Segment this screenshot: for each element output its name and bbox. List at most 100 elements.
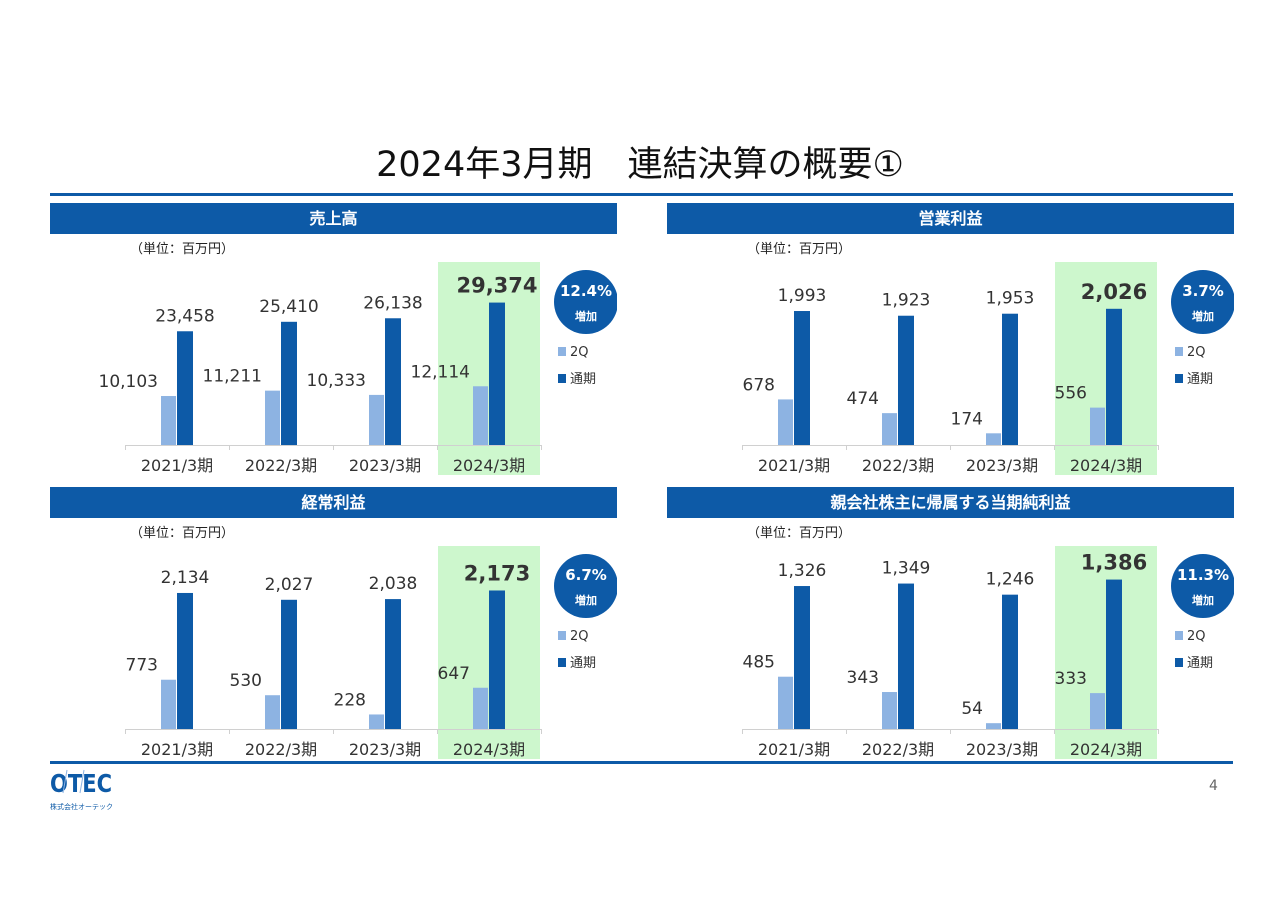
bar-full-year — [1002, 313, 1018, 445]
x-tick-label: 2023/3期 — [349, 740, 421, 759]
x-tick-label: 2021/3期 — [758, 740, 830, 759]
x-tick-label: 2023/3期 — [966, 740, 1038, 759]
panel-operating-profit: 営業利益 （単位：百万円） 2021/3期 678 1,993 2022/3期 474 1,… — [667, 203, 1234, 483]
data-label-2q: 530 — [230, 671, 262, 691]
growth-badge-value: 6.7% — [565, 566, 607, 584]
bar-2q — [473, 687, 488, 729]
legend-swatch-full-year — [1175, 374, 1183, 383]
data-label-full-year: 1,386 — [1081, 551, 1147, 575]
x-tick-label: 2023/3期 — [349, 456, 421, 475]
data-label-2q: 174 — [951, 409, 983, 429]
data-label-full-year: 1,993 — [778, 286, 827, 306]
data-label-full-year: 29,374 — [456, 274, 537, 298]
data-label-2q: 678 — [743, 375, 775, 395]
growth-badge — [554, 270, 617, 334]
bar-2q — [1090, 693, 1105, 729]
growth-badge-value: 11.3% — [1177, 566, 1229, 584]
title-divider — [50, 193, 1233, 196]
data-label-full-year: 23,458 — [155, 306, 214, 326]
bar-full-year — [489, 590, 505, 729]
legend-label: 2Q — [570, 629, 589, 644]
bar-2q — [369, 394, 384, 445]
legend-label: 通期 — [570, 656, 596, 671]
growth-badge-text: 増加 — [575, 593, 597, 607]
data-label-2q: 12,114 — [411, 362, 470, 382]
otec-logo: OTEC 株式会社オーテック — [50, 769, 113, 811]
legend-label: 2Q — [1187, 345, 1206, 360]
bar-2q — [369, 714, 384, 729]
bar-2q — [161, 396, 176, 445]
growth-badge-value: 12.4% — [560, 282, 612, 300]
data-label-full-year: 1,923 — [882, 291, 931, 311]
data-label-2q: 474 — [847, 389, 879, 409]
unit-label: （単位：百万円） — [130, 241, 234, 257]
growth-badge-text: 増加 — [1192, 593, 1214, 607]
bar-full-year — [385, 599, 401, 729]
legend-label: 2Q — [570, 345, 589, 360]
growth-badge — [1171, 554, 1234, 618]
logo-subtext: 株式会社オーテック — [50, 802, 113, 811]
panel-title: 親会社株主に帰属する当期純利益 — [667, 487, 1234, 518]
data-label-full-year: 2,027 — [265, 575, 314, 595]
data-label-2q: 333 — [1055, 669, 1087, 689]
data-label-full-year: 2,038 — [369, 574, 418, 594]
bar-full-year — [898, 315, 914, 445]
data-label-2q: 773 — [126, 656, 158, 676]
bar-full-year — [1002, 594, 1018, 729]
data-label-full-year: 1,246 — [986, 570, 1035, 590]
bar-full-year — [177, 592, 193, 729]
bar-2q — [265, 390, 280, 445]
data-label-full-year: 1,349 — [882, 559, 931, 579]
growth-badge — [554, 554, 617, 618]
bar-2q — [778, 676, 793, 729]
bar-full-year — [385, 318, 401, 445]
unit-label: （単位：百万円） — [747, 525, 851, 541]
legend-swatch-2q — [558, 347, 566, 356]
bar-full-year — [794, 586, 810, 729]
x-tick-label: 2024/3期 — [1070, 456, 1142, 475]
panel-title: 営業利益 — [667, 203, 1234, 234]
bar-2q — [882, 692, 897, 729]
data-label-2q: 343 — [847, 668, 879, 688]
data-label-full-year: 2,026 — [1081, 280, 1147, 304]
x-tick-label: 2022/3期 — [245, 456, 317, 475]
data-label-2q: 647 — [438, 664, 470, 684]
data-label-full-year: 26,138 — [363, 293, 422, 313]
legend-swatch-2q — [1175, 631, 1183, 640]
panel-title: 経常利益 — [50, 487, 617, 518]
page-number: 4 — [1209, 778, 1218, 794]
bar-full-year — [1106, 308, 1122, 445]
bar-full-year — [1106, 579, 1122, 729]
legend-swatch-2q — [1175, 347, 1183, 356]
chart-ordinary-profit: （単位：百万円） 2021/3期 773 2,134 2022/3期 530 2,027 20… — [125, 525, 617, 759]
panel-sales: 売上高 （単位：百万円） 2021/3期 10,103 23,458 2022/3期 11… — [50, 203, 617, 483]
bar-full-year — [794, 311, 810, 445]
x-tick-label: 2024/3期 — [453, 456, 525, 475]
bar-2q — [1090, 407, 1105, 445]
x-tick-label: 2022/3期 — [245, 740, 317, 759]
bar-2q — [882, 413, 897, 445]
chart-sales: （単位：百万円） 2021/3期 10,103 23,458 2022/3期 11,211… — [99, 241, 617, 475]
x-tick-label: 2024/3期 — [1070, 740, 1142, 759]
data-label-full-year: 1,953 — [986, 289, 1035, 309]
bar-full-year — [281, 321, 297, 445]
legend-swatch-full-year — [558, 374, 566, 383]
growth-badge-value: 3.7% — [1182, 282, 1224, 300]
x-tick-label: 2023/3期 — [966, 456, 1038, 475]
panel-ordinary-profit: 経常利益 （単位：百万円） 2021/3期 773 2,134 2022/3期 530 2,… — [50, 487, 617, 767]
legend-swatch-2q — [558, 631, 566, 640]
data-label-full-year: 2,134 — [161, 568, 210, 588]
growth-badge-text: 増加 — [1192, 309, 1214, 323]
bar-2q — [986, 433, 1001, 445]
svg-text:OTEC: OTEC — [50, 769, 112, 798]
bar-full-year — [898, 583, 914, 729]
data-label-2q: 485 — [743, 653, 775, 673]
data-label-2q: 556 — [1055, 384, 1087, 404]
bar-full-year — [281, 599, 297, 729]
footer-divider — [50, 761, 1233, 764]
data-label-2q: 11,211 — [203, 367, 262, 387]
legend-swatch-full-year — [558, 658, 566, 667]
data-label-full-year: 1,326 — [778, 561, 827, 581]
legend-label: 2Q — [1187, 629, 1206, 644]
